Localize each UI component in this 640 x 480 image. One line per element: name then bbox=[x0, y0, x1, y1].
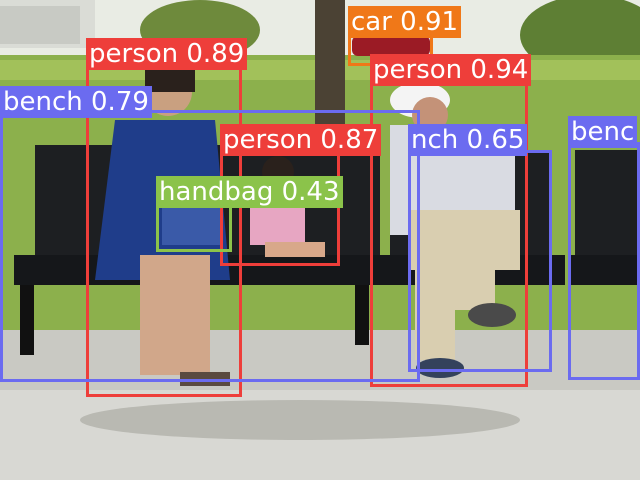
parked-car bbox=[352, 36, 430, 56]
detection-box-bench-middle bbox=[408, 150, 552, 372]
detection-label-person-child: person 0.87 bbox=[220, 124, 382, 156]
bench-right bbox=[570, 150, 640, 285]
detection-label-person-man: person 0.94 bbox=[370, 54, 532, 86]
detection-label-bench-left: bench 0.79 bbox=[0, 86, 152, 118]
detection-label-bench-right: benc bbox=[568, 116, 638, 148]
detection-label-handbag: handbag 0.43 bbox=[156, 176, 343, 208]
tree-trunk bbox=[315, 0, 345, 140]
detection-label-car: car 0.91 bbox=[348, 6, 462, 38]
detection-box-bench-left bbox=[0, 110, 420, 382]
detection-label-person-woman: person 0.89 bbox=[86, 38, 248, 70]
handbag bbox=[162, 205, 222, 245]
detection-box-handbag bbox=[156, 202, 232, 252]
detection-label-bench-middle: nch 0.65 bbox=[408, 124, 528, 156]
detection-box-bench-right bbox=[568, 142, 640, 380]
